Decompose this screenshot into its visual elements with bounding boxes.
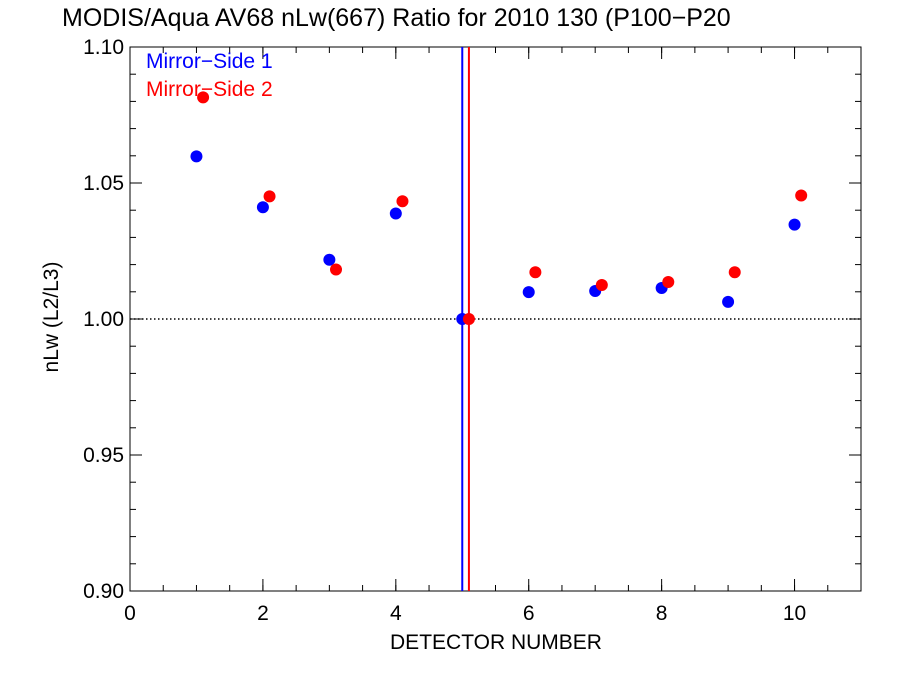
legend-entry-1: Mirror−Side 1 — [146, 50, 273, 73]
data-point-series-1 — [788, 218, 801, 231]
data-point-series-2 — [263, 190, 276, 203]
data-point-series-2 — [529, 266, 542, 279]
y-tick-label: 0.95 — [83, 444, 124, 467]
data-point-series-2 — [795, 189, 808, 202]
x-tick-label: 10 — [783, 602, 806, 625]
y-tick-label: 0.90 — [83, 580, 124, 603]
data-point-series-2 — [728, 266, 741, 279]
data-point-series-1 — [522, 286, 535, 299]
data-point-series-2 — [462, 313, 475, 325]
data-point-series-2 — [396, 195, 409, 208]
plot-area: 0 2 4 6 8 10 0.90 0.95 1.00 1.05 1.10 Mirror−Side… — [83, 36, 862, 625]
chart-title: MODIS/Aqua AV68 nLw(667) Ratio for 2010 … — [62, 4, 731, 32]
data-point-series-2 — [330, 263, 343, 276]
legend-entry-2: Mirror−Side 2 — [146, 78, 273, 101]
legend: Mirror−Side 1 Mirror−Side 2 — [146, 50, 273, 101]
data-point-series-1 — [323, 253, 336, 266]
data-point-series-2 — [595, 279, 608, 291]
data-point-series-2 — [197, 91, 210, 104]
x-tick-label: 4 — [390, 602, 402, 625]
y-axis-ticks: 0.90 0.95 1.00 1.05 1.10 — [83, 36, 861, 603]
y-tick-label: 1.05 — [83, 172, 124, 195]
data-point-series-1 — [389, 207, 402, 220]
x-tick-label: 2 — [257, 602, 269, 625]
x-tick-label: 0 — [124, 602, 136, 625]
x-axis-label: DETECTOR NUMBER — [390, 631, 602, 654]
data-points — [190, 91, 808, 325]
data-point-series-1 — [722, 295, 735, 308]
x-tick-label: 6 — [523, 602, 535, 625]
y-tick-label: 1.10 — [83, 36, 124, 59]
data-point-series-1 — [256, 201, 269, 214]
data-point-series-2 — [662, 276, 675, 289]
y-axis-label: nLw (L2/L3) — [40, 262, 63, 373]
data-point-series-1 — [190, 150, 203, 163]
y-tick-label: 1.00 — [83, 308, 124, 331]
x-tick-label: 8 — [656, 602, 668, 625]
x-axis-ticks: 0 2 4 6 8 10 — [124, 47, 806, 625]
